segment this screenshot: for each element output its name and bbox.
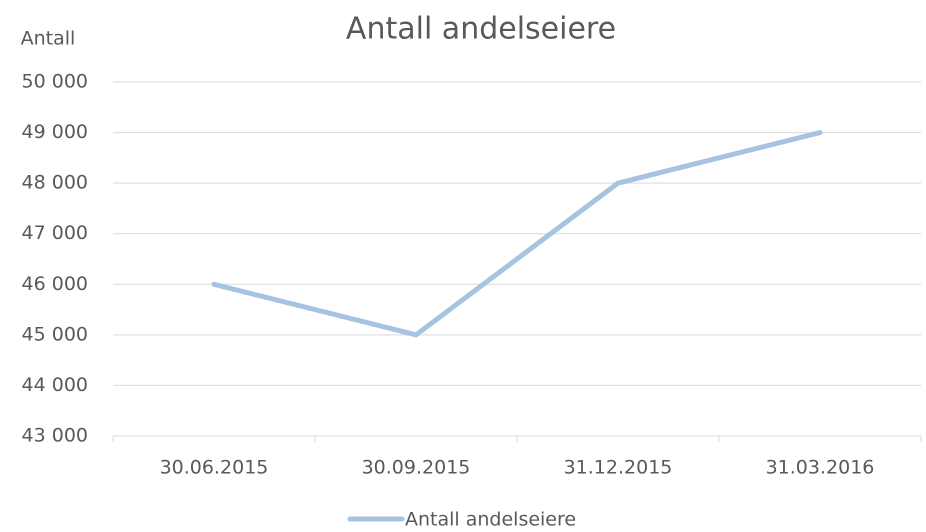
y-axis-label: Antall [21,28,76,50]
y-tick-label: 48 000 [22,172,88,194]
x-tick-label: 30.09.2015 [362,457,471,479]
x-tick-label: 31.12.2015 [564,457,673,479]
line-series [211,130,823,338]
y-tick-label: 43 000 [22,425,88,447]
y-tick-label: 46 000 [22,273,88,295]
y-tick-label: 47 000 [22,222,88,244]
y-tick-label: 49 000 [22,121,88,143]
x-tick-label: 31.03.2016 [766,457,875,479]
legend-label: Antall andelseiere [405,509,576,531]
y-tick-label: 44 000 [22,374,88,396]
x-tick-label: 30.06.2015 [160,457,269,479]
y-tick-label: 50 000 [22,71,88,93]
chart-title: Antall andelseiere [346,12,616,47]
y-tick-label: 45 000 [22,323,88,345]
